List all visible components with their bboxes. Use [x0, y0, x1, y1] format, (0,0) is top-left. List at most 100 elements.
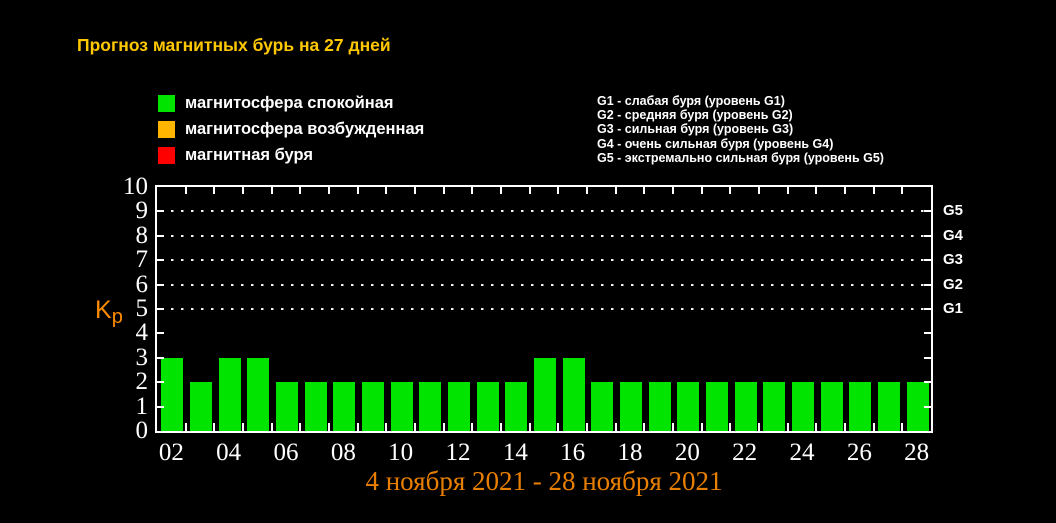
gridline-level-8 — [161, 234, 929, 237]
bar-day-21 — [706, 382, 728, 431]
bar-day-03 — [190, 382, 212, 431]
x-tick — [557, 423, 560, 431]
storm-scale-line: G5 - экстремально сильная буря (уровень … — [597, 150, 884, 165]
legend-swatch-excited — [158, 120, 175, 138]
right-axis-label-g1: G1 — [943, 300, 964, 317]
x-tick — [270, 423, 273, 431]
bar-day-12 — [448, 382, 470, 431]
gridline-level-5 — [161, 308, 929, 310]
kp-label-main: K — [95, 296, 112, 324]
date-range-caption: 4 ноября 2021 - 28 ноября 2021 — [365, 466, 723, 496]
bar-day-27 — [878, 382, 900, 431]
bar-day-22 — [734, 382, 757, 431]
y-axis-label-2: 2 — [135, 368, 149, 396]
y-tick-right — [924, 210, 931, 213]
y-tick-left — [157, 234, 164, 237]
x-axis-label-06: 06 — [273, 439, 299, 466]
storm-scale-line: G1 - слабая буря (уровень G1) — [597, 94, 785, 108]
bar-day-17 — [591, 382, 614, 431]
legend-label: магнитная буря — [185, 145, 314, 164]
y-axis-label-4: 4 — [135, 319, 149, 347]
x-tick — [672, 423, 674, 431]
x-axis-label-10: 10 — [388, 439, 414, 466]
legend-item-storm: магнитная буря — [158, 142, 424, 168]
gridline-level-9 — [161, 210, 929, 213]
bar-day-25 — [820, 382, 843, 431]
bar-day-05 — [247, 357, 270, 431]
x-tick — [414, 423, 416, 431]
y-tick-left — [157, 405, 164, 408]
x-tick-top — [672, 187, 674, 194]
x-axis-label-12: 12 — [445, 439, 471, 466]
x-tick — [729, 423, 732, 431]
gridline-level-6 — [161, 283, 929, 286]
y-axis-label-6: 6 — [135, 270, 149, 298]
x-tick — [586, 423, 588, 431]
y-tick-left — [157, 332, 164, 335]
legend-label: магнитосфера возбужденная — [185, 119, 425, 138]
right-axis-label-g5: G5 — [943, 202, 964, 220]
x-tick-top — [242, 187, 244, 194]
x-tick-top — [328, 187, 330, 194]
x-tick — [700, 423, 703, 431]
storm-scale-line: G4 - очень сильная буря (уровень G4) — [597, 136, 834, 151]
y-tick-left — [157, 283, 164, 286]
x-tick — [901, 423, 904, 431]
x-tick-top — [299, 187, 302, 194]
x-tick — [872, 423, 875, 431]
x-axis-label-04: 04 — [216, 439, 242, 466]
y-axis-label-0: 0 — [135, 417, 149, 444]
y-tick-left — [157, 308, 164, 310]
y-tick-left — [157, 210, 164, 213]
x-tick-top — [184, 187, 187, 194]
x-axis-label-28: 28 — [904, 439, 930, 466]
bar-day-20 — [677, 382, 700, 431]
bar-day-19 — [648, 382, 671, 431]
x-tick — [471, 423, 474, 431]
x-tick — [242, 423, 244, 431]
y-tick-right — [924, 283, 931, 286]
bar-day-07 — [304, 382, 327, 431]
x-tick-top — [528, 187, 531, 194]
bar-day-04 — [218, 357, 241, 431]
y-tick-left — [157, 356, 164, 359]
plot-area — [155, 185, 933, 433]
x-tick-top — [901, 187, 904, 194]
bar-day-09 — [362, 382, 384, 431]
bar-day-26 — [849, 382, 872, 431]
bar-day-14 — [505, 382, 528, 431]
y-tick-right — [924, 308, 931, 310]
legend-swatch-quiet — [158, 94, 175, 112]
x-tick-top — [270, 187, 273, 194]
x-tick — [758, 423, 760, 431]
gridline-level-7 — [161, 259, 929, 262]
x-tick — [356, 423, 359, 431]
x-tick-top — [586, 187, 588, 194]
bar-day-11 — [419, 382, 442, 431]
x-axis-label-22: 22 — [732, 439, 758, 466]
y-tick-right — [924, 234, 931, 237]
x-tick-top — [414, 187, 416, 194]
x-tick — [184, 423, 187, 431]
legend-item-quiet: магнитосфера спокойная — [158, 90, 424, 116]
x-tick-top — [844, 187, 846, 194]
y-axis-label-8: 8 — [135, 221, 149, 249]
x-axis-label-14: 14 — [502, 439, 528, 466]
x-axis-label-26: 26 — [846, 439, 872, 466]
x-tick — [786, 423, 789, 431]
storm-scale-legend: G1 - слабая буря (уровень G1) G2 - средня… — [597, 94, 884, 165]
x-axis-label-16: 16 — [560, 439, 586, 466]
x-axis-label-18: 18 — [617, 439, 643, 466]
x-tick-top — [471, 187, 474, 194]
x-tick-top — [385, 187, 388, 194]
x-tick-top — [557, 187, 560, 194]
x-tick — [500, 423, 502, 431]
x-axis-label-08: 08 — [330, 439, 356, 466]
x-tick — [213, 423, 216, 431]
x-tick — [328, 423, 330, 431]
x-tick-top — [442, 187, 445, 194]
right-axis-label-g4: G4 — [943, 226, 964, 244]
bar-day-28 — [906, 382, 929, 431]
x-axis-label-20: 20 — [674, 439, 700, 466]
